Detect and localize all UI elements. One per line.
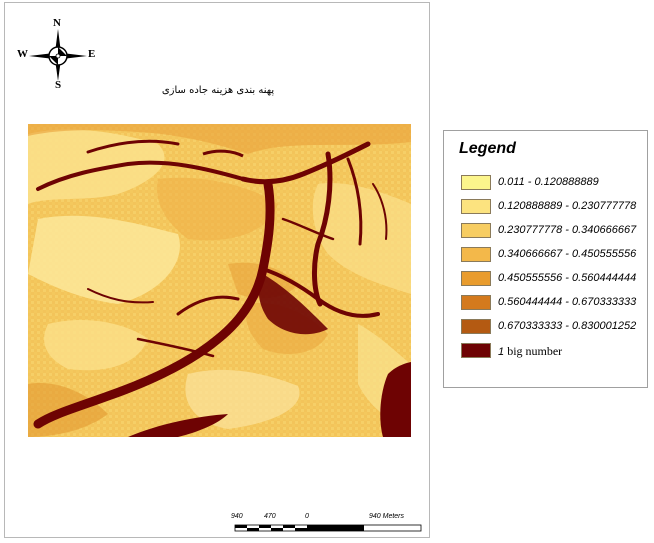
legend-label: 0.340666667 - 0.450555556 xyxy=(498,248,637,260)
legend-label: 0.670333333 - 0.830001252 xyxy=(498,320,637,332)
legend-item: 0.011 - 0.120888889 xyxy=(461,175,651,192)
legend-label: 0.011 - 0.120888889 xyxy=(498,176,599,188)
legend-title: Legend xyxy=(459,140,516,157)
legend-swatch xyxy=(461,271,491,286)
legend-item: 0.120888889 - 0.230777778 xyxy=(461,199,651,216)
map-title: پهنه بندی هزینه جاده سازی xyxy=(161,85,275,96)
legend-swatch xyxy=(461,175,491,190)
scale-label-left: 940 xyxy=(231,513,243,520)
legend-item: 0.670333333 - 0.830001252 xyxy=(461,319,651,336)
legend-item: 0.560444444 - 0.670333333 xyxy=(461,295,651,312)
north-arrow: N W E S xyxy=(11,17,103,95)
cost-raster-map xyxy=(28,124,411,437)
legend-swatch xyxy=(461,343,491,358)
scale-label-zero: 0 xyxy=(305,513,309,520)
legend-label: 1 big number xyxy=(498,344,562,359)
legend-label: 0.230777778 - 0.340666667 xyxy=(498,224,637,236)
legend-item: 0.230777778 - 0.340666667 xyxy=(461,223,651,240)
compass-east-label: E xyxy=(88,48,96,60)
map-sheet: N W E S پهنه بندی هزینه جاده سازی xyxy=(4,2,430,538)
legend-label: 0.560444444 - 0.670333333 xyxy=(498,296,637,308)
legend-swatch xyxy=(461,223,491,238)
legend-prefix: 1 xyxy=(498,346,505,358)
scale-bar: 940 470 0 940 Meters xyxy=(227,513,427,539)
legend-panel: Legend 0.011 - 0.120888889 0.120888889 -… xyxy=(443,130,648,388)
scale-label-mid: 470 xyxy=(264,513,276,520)
scale-bar-graphic xyxy=(234,524,422,532)
legend-item: 1 big number xyxy=(461,343,651,360)
compass-north-label: N xyxy=(53,17,61,29)
legend-label: 0.120888889 - 0.230777778 xyxy=(498,200,637,212)
legend-swatch xyxy=(461,319,491,334)
legend-big-number-label: big number xyxy=(507,344,563,358)
compass-rose-icon xyxy=(29,29,87,81)
legend-swatch xyxy=(461,295,491,310)
compass-west-label: W xyxy=(17,48,28,60)
legend-swatch xyxy=(461,247,491,262)
legend-item: 0.340666667 - 0.450555556 xyxy=(461,247,651,264)
legend-item: 0.450555556 - 0.560444444 xyxy=(461,271,651,288)
legend-swatch xyxy=(461,199,491,214)
compass-south-label: S xyxy=(55,79,62,91)
scale-label-right: 940 Meters xyxy=(369,513,405,520)
legend-label: 0.450555556 - 0.560444444 xyxy=(498,272,637,284)
